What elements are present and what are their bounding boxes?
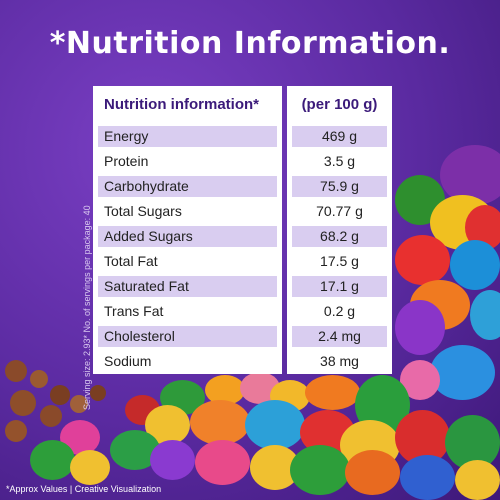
table-row-name: Sodium xyxy=(104,353,152,369)
table-row-value: 17.5 g xyxy=(320,253,359,269)
table-header-left: Nutrition information* xyxy=(104,96,259,113)
table-row-value: 2.4 mg xyxy=(292,326,387,347)
table-row-name: Saturated Fat xyxy=(98,276,277,297)
table-row-name: Carbohydrate xyxy=(98,176,277,197)
table-row-name: Trans Fat xyxy=(104,303,164,319)
table-row-value: 68.2 g xyxy=(292,226,387,247)
table-row-value: 469 g xyxy=(292,126,387,147)
table-row-name: Protein xyxy=(104,153,149,169)
table-row-value: 75.9 g xyxy=(292,176,387,197)
table-row-value: 70.77 g xyxy=(316,203,363,219)
table-row-name: Total Sugars xyxy=(104,203,182,219)
table-row-value: 3.5 g xyxy=(323,153,356,169)
table-row-value: 17.1 g xyxy=(292,276,387,297)
table-row-value: 0.2 g xyxy=(323,303,356,319)
page-title: *Nutrition Information. xyxy=(49,26,451,61)
table-row-value: 38 mg xyxy=(320,353,359,369)
footer-note: *Approx Values | Creative Visualization xyxy=(6,484,162,494)
table-header-right: (per 100 g) xyxy=(301,96,378,113)
table-row-name: Added Sugars xyxy=(98,226,277,247)
table-row-name: Total Fat xyxy=(104,253,158,269)
table-row-name: Energy xyxy=(98,126,277,147)
table-row-name: Cholesterol xyxy=(98,326,277,347)
